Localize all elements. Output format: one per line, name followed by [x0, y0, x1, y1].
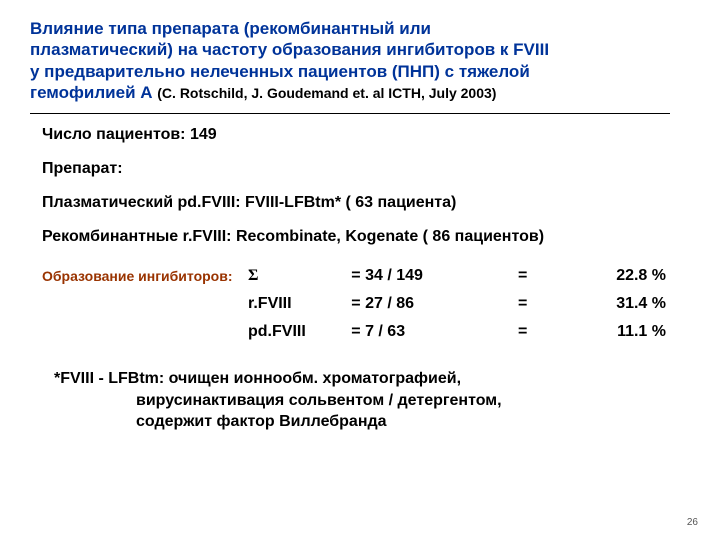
- row-equals: =: [488, 290, 558, 318]
- title-line-3: у предварительно нелеченных пациентов (П…: [30, 62, 530, 81]
- patients-line: Число пациентов: 149: [42, 126, 690, 144]
- row-percent: 11.1 %: [557, 318, 672, 346]
- table-row: pd.FVIII= 7 / 63=11.1 %: [242, 318, 672, 346]
- row-percent: 31.4 %: [557, 290, 672, 318]
- row-name: pd.FVIII: [242, 318, 345, 346]
- row-ratio: = 27 / 86: [345, 290, 488, 318]
- row-ratio: = 34 / 149: [345, 262, 488, 290]
- title-line-4: гемофилией А: [30, 83, 153, 102]
- body-block: Число пациентов: 149 Препарат: Плазматич…: [30, 126, 690, 433]
- title-line-1: Влияние типа препарата (рекомбинантный и…: [30, 19, 431, 38]
- slide: Влияние типа препарата (рекомбинантный и…: [0, 0, 720, 540]
- table-row: Σ= 34 / 149=22.8 %: [242, 262, 672, 290]
- recomb-line: Рекомбинантные r.FVIII: Recombinate, Kog…: [42, 228, 690, 246]
- row-equals: =: [488, 262, 558, 290]
- table-row: r.FVIII= 27 / 86=31.4 %: [242, 290, 672, 318]
- footnote-line-3: содержит фактор Виллебранда: [54, 411, 690, 433]
- row-name: Σ: [242, 262, 345, 290]
- results-table: Σ= 34 / 149=22.8 %r.FVIII= 27 / 86=31.4 …: [242, 262, 672, 346]
- title-line-2: плазматический) на частоту образования и…: [30, 40, 549, 59]
- row-equals: =: [488, 318, 558, 346]
- footnote: *FVIII - LFBtm: очищен ионнообм. хромато…: [42, 368, 690, 433]
- footnote-line-2: вирусинактивация сольвентом / детергенто…: [54, 390, 690, 412]
- page-number: 26: [687, 517, 698, 528]
- plasma-line: Плазматический pd.FVIII: FVIII-LFBtm* ( …: [42, 194, 690, 212]
- drug-label: Препарат:: [42, 160, 690, 178]
- footnote-line-1: *FVIII - LFBtm: очищен ионнообм. хромато…: [54, 370, 461, 387]
- row-ratio: = 7 / 63: [345, 318, 488, 346]
- divider: [30, 113, 670, 114]
- inhibitor-label: Образование ингибиторов:: [42, 262, 233, 284]
- title-citation: (C. Rotschild, J. Goudemand et. al ICTH,…: [157, 85, 496, 101]
- row-percent: 22.8 %: [557, 262, 672, 290]
- slide-title: Влияние типа препарата (рекомбинантный и…: [30, 18, 690, 103]
- row-name: r.FVIII: [242, 290, 345, 318]
